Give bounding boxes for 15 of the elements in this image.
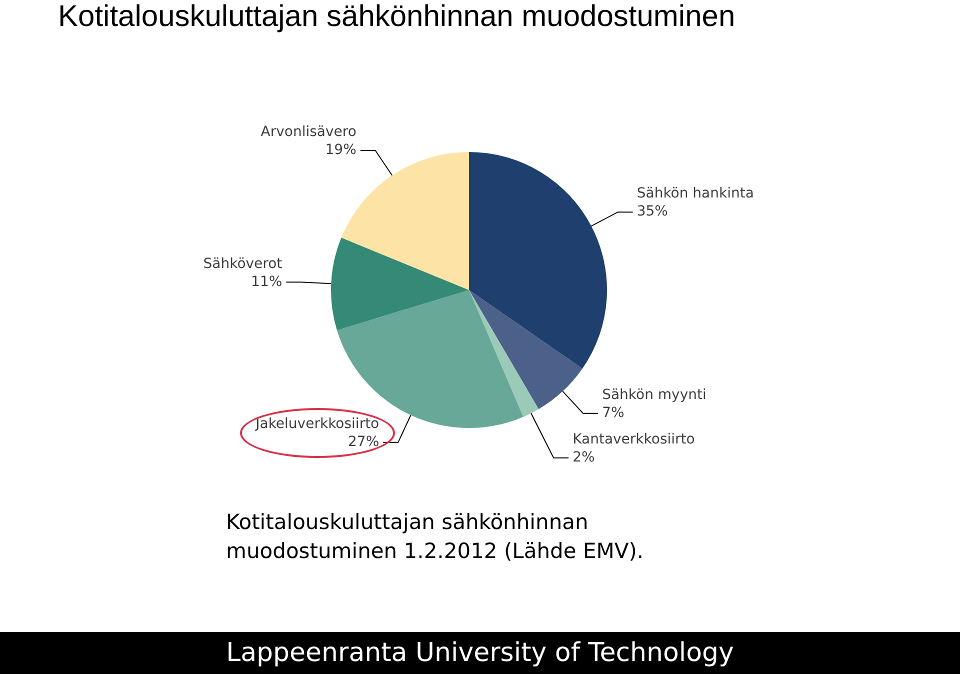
text: Kotitalouskuluttajan sähkönhinnan muodostuminen 1.2.2012 (Lähde EMV). bbox=[226, 509, 645, 565]
data-label: 2% bbox=[572, 450, 595, 466]
data-label: 27% bbox=[348, 434, 380, 450]
data-label: 19% bbox=[325, 142, 356, 158]
text: Lappeenranta University of Technology bbox=[0, 632, 960, 674]
slice-label: Kantaverkkosiirto bbox=[572, 432, 695, 448]
data-label: 35% bbox=[636, 204, 668, 220]
slice-label: Sähkön hankinta bbox=[636, 186, 754, 202]
data-label: 7% bbox=[602, 404, 624, 421]
slice-label: Arvonlisävero bbox=[260, 124, 356, 140]
slice-label: Jakeluverkkosiirto bbox=[254, 416, 380, 432]
data-label: 11% bbox=[251, 274, 282, 290]
slice-label: Sähkön myynti bbox=[602, 386, 706, 403]
chart-title: Kotitalouskuluttajan sähkönhinnan muodostuminen bbox=[58, 0, 736, 34]
slice-label: Sähköverot bbox=[203, 256, 283, 272]
